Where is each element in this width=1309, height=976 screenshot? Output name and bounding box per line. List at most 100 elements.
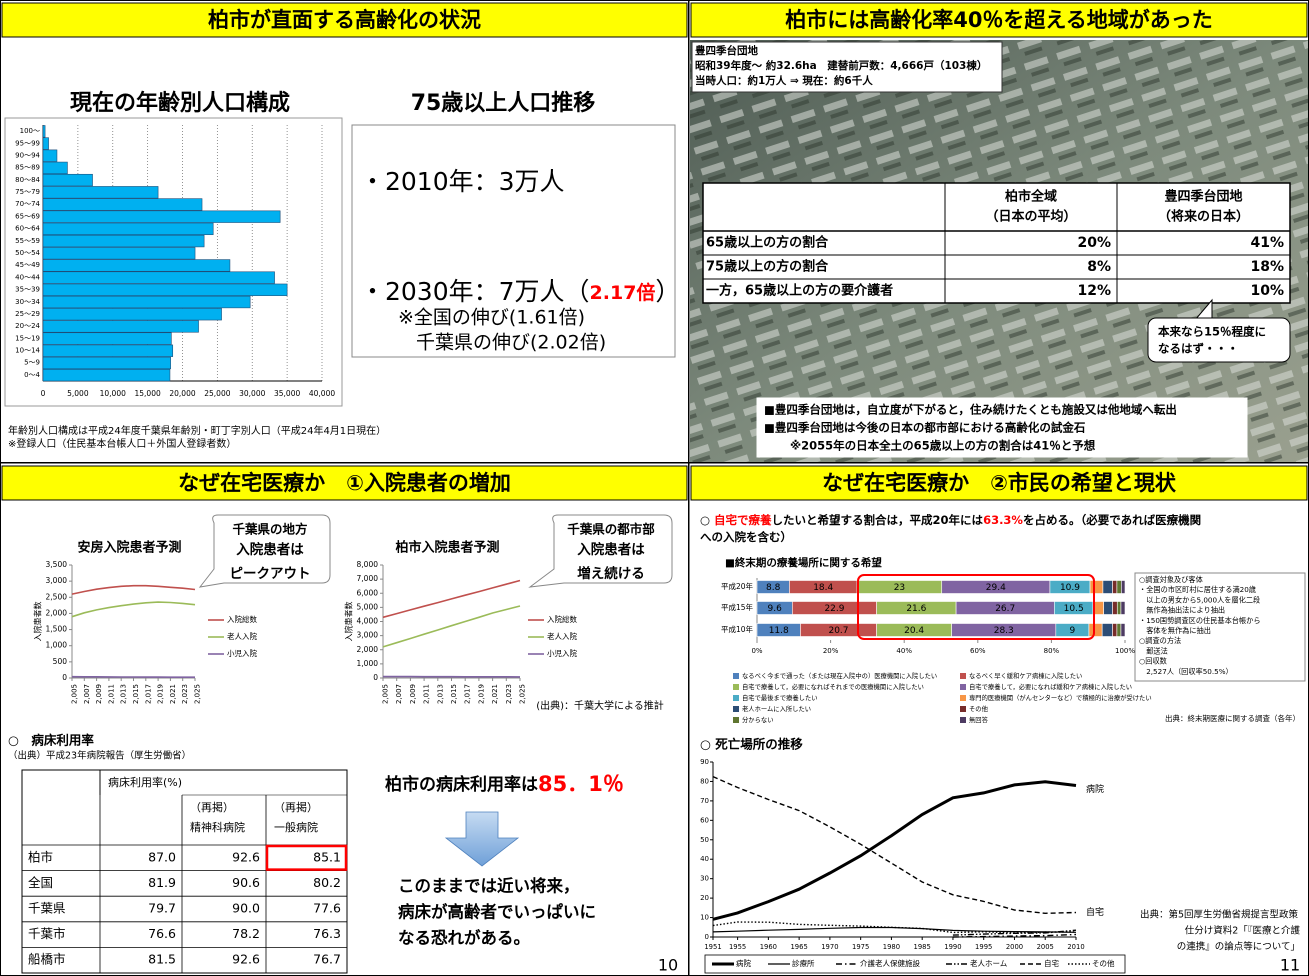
bar — [42, 125, 46, 138]
legend-label: その他 — [1092, 958, 1115, 968]
x-tick-label: 2,021 — [169, 684, 177, 704]
legend-label: 老人ホームに入所したい — [742, 704, 811, 713]
y-tick-label: 95～99 — [15, 139, 40, 147]
table-cell: 75歳以上の方の割合 — [706, 259, 829, 275]
x-tick-label: 2,017 — [464, 684, 472, 704]
y-tick-label: 70～74 — [15, 200, 40, 208]
bar — [42, 173, 93, 187]
callout-text: 本来なら15％程度に — [1158, 325, 1266, 339]
bar — [42, 271, 275, 284]
table-cell: 76.6 — [148, 926, 176, 941]
callout-text: 入院患者は — [236, 541, 304, 558]
y-tick-label: 55～59 — [15, 237, 40, 245]
legend-label: その他 — [969, 704, 989, 713]
x-tick-label: 1960 — [760, 943, 777, 951]
bar — [42, 222, 214, 236]
legend-label: 自宅で療養して，必要になれば緩和ケア病棟に入院したい — [969, 682, 1132, 691]
table-cell: 18% — [1250, 259, 1284, 275]
x-tick-label: 2,013 — [120, 684, 128, 704]
chart-title: 柏市入院患者予測 — [395, 540, 499, 556]
statement-line: への入院を含む） — [700, 530, 792, 544]
data-label: 21.6 — [906, 604, 926, 614]
y-tick-label: 80～84 — [15, 176, 40, 184]
y-tick-label: 40 — [700, 855, 709, 863]
y-tick-label: 2,000 — [46, 608, 68, 617]
bar-segment — [1116, 623, 1122, 637]
y-tick-label: 100～ — [20, 127, 40, 135]
legend-swatch — [733, 684, 739, 690]
y-tick-label: 15～19 — [15, 334, 40, 342]
table-header: 一般病院 — [274, 820, 318, 834]
data-label: 11.8 — [769, 626, 789, 636]
y-tick-label: 70 — [700, 797, 709, 805]
x-tick-label: 1965 — [790, 943, 807, 951]
info-box — [351, 124, 676, 358]
y-tick-label: 3,000 — [357, 631, 379, 640]
text-line: ・2030年：7万人（2.17倍） — [360, 277, 680, 306]
series-line — [712, 775, 1077, 915]
legend-label: 入院総数 — [547, 614, 577, 624]
statement-line: ○ 自宅で療養したいと希望する割合は，平成20年には63.3%を占める。（必要で… — [700, 513, 1201, 527]
page-number: 11 — [1280, 956, 1300, 975]
warning-line: なる恐れがある。 — [398, 928, 530, 948]
series-annotation: 病院 — [1086, 783, 1104, 795]
source-note: 出典：第5回厚生労働省規提言型政策 — [1140, 909, 1299, 921]
table-cell: 千葉県 — [28, 901, 66, 916]
y-tick-label: 2,000 — [357, 645, 379, 654]
y-tick-label: 75～79 — [15, 188, 40, 196]
legend-label: なるべく今まで通った（または現在入院中の）医療機関に入院したい — [742, 671, 937, 680]
bar-segment — [1112, 601, 1118, 615]
heading: 75歳以上人口推移 — [411, 90, 596, 116]
bar-segment — [1089, 580, 1104, 594]
table-cell: 81.9 — [148, 875, 176, 890]
table-header: 豊四季台団地 — [1164, 189, 1242, 205]
x-tick-label: 2,015 — [132, 684, 140, 704]
title-bar — [1, 465, 688, 501]
table-cell: 柏市 — [28, 849, 53, 864]
y-tick-label: 500 — [53, 657, 68, 666]
x-tick-label: 1980 — [883, 943, 900, 951]
bar — [42, 161, 68, 175]
text-line-part: ） — [655, 277, 680, 306]
legend-label: 病院 — [736, 958, 751, 968]
y-tick-label: 5,000 — [357, 602, 379, 611]
x-tick-label: 2,007 — [395, 684, 403, 704]
legend-swatch — [960, 673, 966, 679]
y-tick-label: 0 — [705, 933, 709, 941]
y-tick-label: 1,500 — [46, 625, 68, 634]
table-cell: 76.3 — [313, 926, 341, 941]
arrow-down — [444, 811, 520, 867]
data-label: 28.3 — [994, 626, 1014, 636]
y-tick-label: 平成15年 — [721, 602, 754, 612]
y-tick-label: 7,000 — [357, 574, 379, 583]
y-tick-label: 10～14 — [15, 347, 40, 355]
y-tick-label: 50～54 — [15, 249, 40, 257]
x-tick-label: 2,011 — [423, 684, 431, 704]
legend-label: なるべく早く緩和ケア病棟に入院したい — [969, 671, 1082, 680]
table-cell: 85.1 — [313, 849, 341, 864]
legend-swatch — [960, 695, 966, 701]
legend-label: 自宅 — [1044, 958, 1060, 968]
section-heading: ○ 死亡場所の推移 — [700, 737, 803, 752]
x-tick-label: 1975 — [852, 943, 869, 951]
y-tick-label: 平成20年 — [721, 581, 754, 591]
legend-swatch — [960, 717, 966, 723]
text-line: ※全国の伸び(1.61倍) — [398, 307, 585, 329]
y-tick-label: 60～64 — [15, 225, 40, 233]
x-tick-label: 2,023 — [181, 684, 189, 704]
legend-label: 自宅で療養して，必要になればそれまでの医療機関に入院したい — [742, 682, 924, 691]
x-tick-label: 2,015 — [450, 684, 458, 704]
survey-note: 客体を無作為に抽出 — [1139, 626, 1211, 635]
y-tick-label: 45～49 — [15, 261, 40, 269]
x-tick-label: 10,000 — [100, 389, 126, 398]
bar — [42, 234, 205, 248]
y-tick-label: 10 — [700, 914, 709, 922]
table-cell: 全国 — [28, 875, 53, 890]
bar-segment — [1120, 623, 1126, 637]
section-heading: ○ 病床利用率 — [8, 733, 94, 748]
table-header: 病床利用率(%) — [108, 775, 182, 789]
table-cell: 80.2 — [313, 875, 341, 890]
callout-text: 増え続ける — [577, 565, 645, 582]
